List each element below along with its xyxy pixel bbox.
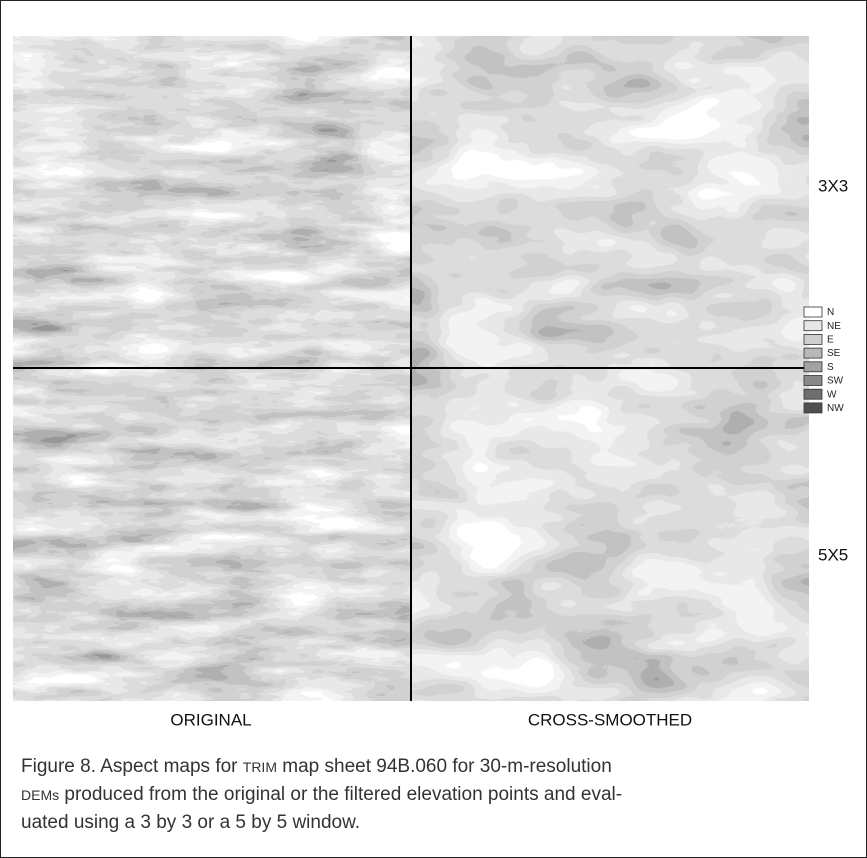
legend-swatch [804,362,822,372]
legend-label: NW [827,403,844,414]
caption-line: uated using a 3 by 3 or a 5 by 5 window. [21,809,851,836]
map-original-5x5 [13,368,411,701]
map-original-3x3 [13,36,411,368]
legend-label: E [827,335,834,346]
legend-label: NE [827,321,841,332]
legend-swatch [804,348,822,358]
caption-text: TRIM [243,759,277,775]
column-label: CROSS-SMOOTHED [528,710,692,729]
legend-swatch [804,403,822,413]
caption-line: Figure 8. Aspect maps for TRIM map sheet… [21,753,851,781]
figure-page: 3X3 5X5 ORIGINAL CROSS-SMOOTHED N NE E SE SS… [0,0,867,858]
column-label: ORIGINAL [170,710,251,729]
legend-swatch [804,376,822,386]
row-label: 3X3 [818,176,848,195]
legend-label: W [827,389,837,400]
caption-text: uated using a 3 by 3 or a 5 by 5 window. [21,812,360,833]
legend-label: SE [827,348,841,359]
figure: 3X3 5X5 ORIGINAL CROSS-SMOOTHED N NE E SE SS… [1,1,866,857]
legend: N NE E SE S SW W NW [804,307,844,414]
legend-swatch [804,321,822,331]
caption-text: Figure 8. Aspect maps for [21,756,243,777]
legend-swatch [804,334,822,344]
row-label: 5X5 [818,545,848,564]
legend-swatch [804,389,822,399]
caption-text: map sheet 94B.060 for 30-m-resolution [277,756,612,777]
map-smoothed-5x5 [411,368,809,701]
caption-text: produced from the original or the filter… [59,784,622,805]
caption-text: DEMs [21,787,59,803]
caption: Figure 8. Aspect maps for TRIM map sheet… [21,753,851,836]
legend-label: SW [827,376,844,387]
caption-line: DEMs produced from the original or the f… [21,781,851,809]
map-smoothed-3x3 [411,36,809,368]
legend-label: N [827,307,834,318]
legend-label: S [827,362,834,373]
legend-swatch [804,307,822,317]
